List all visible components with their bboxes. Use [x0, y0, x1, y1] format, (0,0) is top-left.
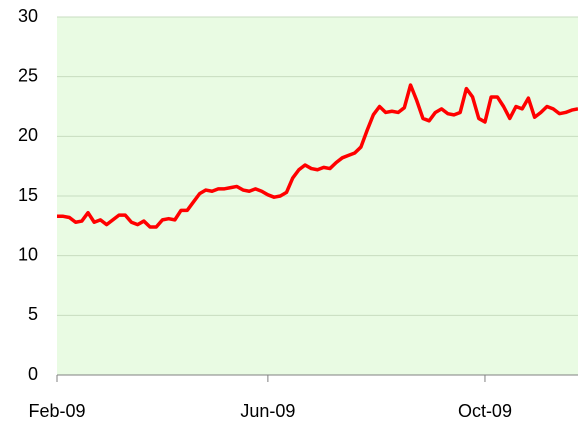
- y-tick-label: 30: [18, 6, 38, 26]
- y-tick-label: 0: [28, 364, 38, 384]
- data-line: [57, 83, 578, 229]
- y-tick-label: 20: [18, 125, 38, 145]
- y-tick-label: 15: [18, 185, 38, 205]
- x-tick-label: Feb-09: [28, 401, 85, 421]
- y-tick-label: 5: [28, 304, 38, 324]
- y-tick-label: 25: [18, 65, 38, 85]
- y-tick-label: 10: [18, 244, 38, 264]
- x-tick-label: Jun-09: [240, 401, 295, 421]
- x-tick-label: Oct-09: [458, 401, 512, 421]
